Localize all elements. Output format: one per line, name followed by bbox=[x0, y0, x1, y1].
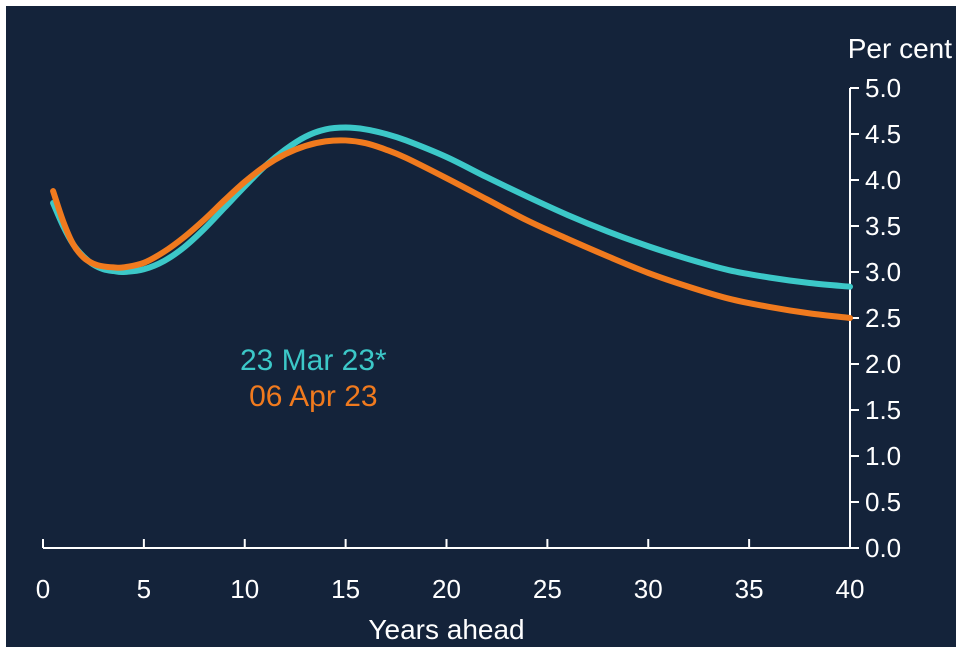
x-tick-label-35: 35 bbox=[735, 574, 764, 604]
y-tick-label-1.0: 1.0 bbox=[865, 441, 901, 471]
yield-curve-chart: 0 5 10 15 20 25 30 35 40 Years ahead 0.0 0.5 1.0 1.5 2… bbox=[36, 33, 952, 645]
y-tick-label-3.5: 3.5 bbox=[865, 211, 901, 241]
y-tick-label-0.5: 0.5 bbox=[865, 487, 901, 517]
x-axis-title: Years ahead bbox=[368, 614, 524, 645]
x-tick-label-15: 15 bbox=[331, 574, 360, 604]
x-tick-label-0: 0 bbox=[36, 574, 50, 604]
legend-entry-0: 23 Mar 23* bbox=[240, 344, 387, 377]
series-line-0 bbox=[50, 124, 853, 290]
y-tick-label-4.0: 4.0 bbox=[865, 165, 901, 195]
y-tick-label-4.5: 4.5 bbox=[865, 119, 901, 149]
x-tick-label-20: 20 bbox=[432, 574, 461, 604]
y-tick-label-3.0: 3.0 bbox=[865, 257, 901, 287]
legend-entry-1: 06 Apr 23 bbox=[249, 380, 377, 413]
chart-panel: 0 5 10 15 20 25 30 35 40 Years ahead 0.0 0.5 1.0 1.5 2… bbox=[6, 6, 956, 647]
y-tick-label-5.0: 5.0 bbox=[865, 73, 901, 103]
y-tick-label-2.5: 2.5 bbox=[865, 303, 901, 333]
series-line-1 bbox=[50, 137, 853, 321]
x-tick-label-10: 10 bbox=[230, 574, 259, 604]
x-tick-label-30: 30 bbox=[634, 574, 663, 604]
y-tick-label-1.5: 1.5 bbox=[865, 395, 901, 425]
x-tick-label-5: 5 bbox=[137, 574, 151, 604]
y-axis-title: Per cent bbox=[848, 33, 952, 64]
x-tick-label-25: 25 bbox=[533, 574, 562, 604]
x-tick-label-40: 40 bbox=[836, 574, 865, 604]
y-tick-label-2.0: 2.0 bbox=[865, 349, 901, 379]
y-tick-label-0.0: 0.0 bbox=[865, 533, 901, 563]
